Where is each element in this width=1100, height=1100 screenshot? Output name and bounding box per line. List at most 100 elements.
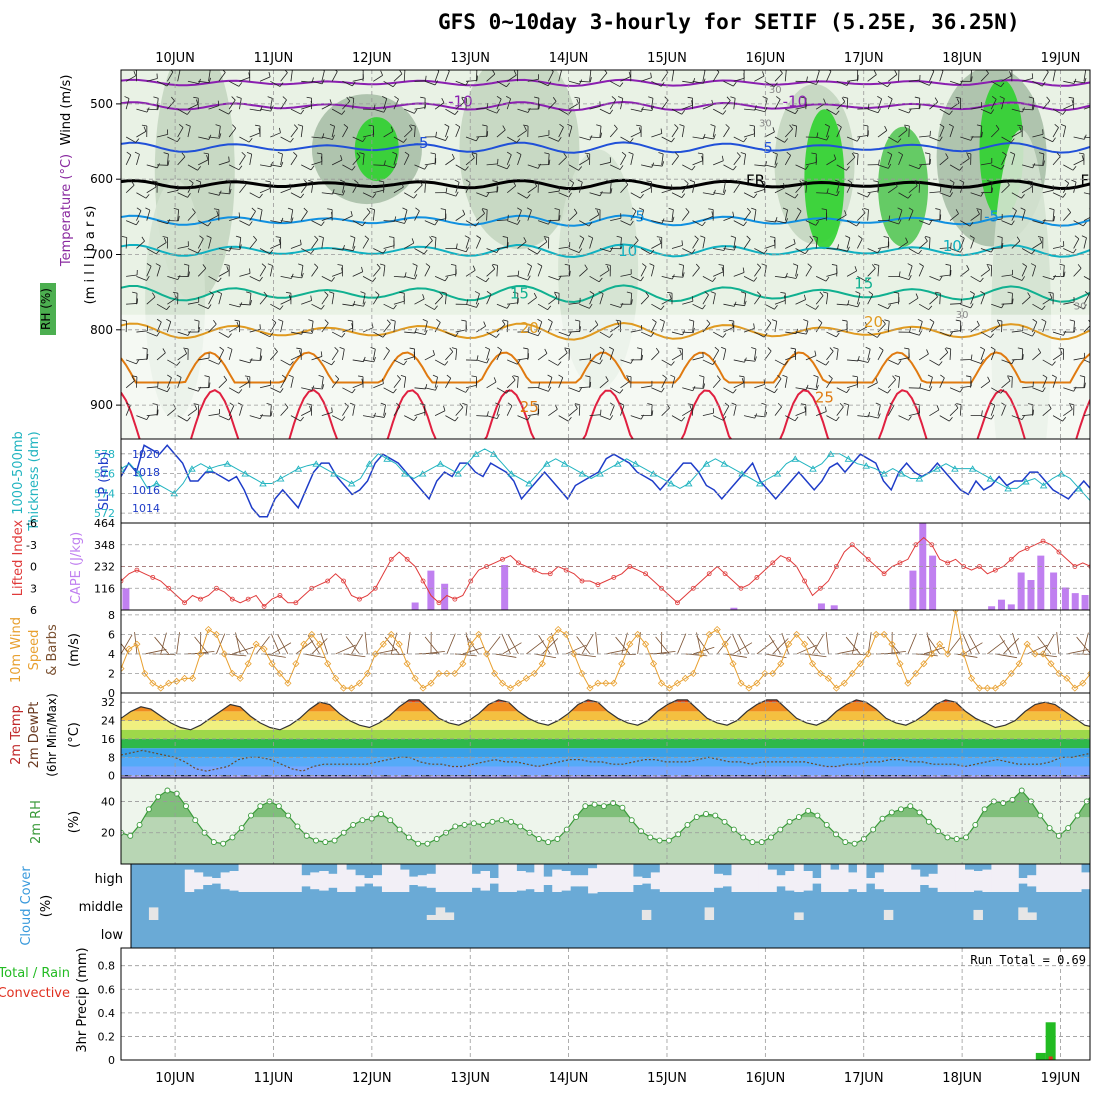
upper-wind-barb	[640, 209, 645, 221]
upper-wind-barb-flag	[892, 375, 896, 380]
rh-point	[665, 837, 672, 844]
upper-wind-barb-flag	[704, 291, 709, 296]
thickness-point	[294, 465, 303, 472]
upper-wind-barb-flag	[670, 361, 675, 366]
upper-wind-barb	[1001, 274, 1013, 277]
upper-wind-barb	[1083, 106, 1090, 110]
upper-wind-barb	[259, 266, 267, 277]
upper-wind-barb-flag	[454, 110, 459, 115]
upper-wind-barb	[218, 161, 230, 166]
upper-wind-barb-flag	[1083, 304, 1087, 309]
wind-barb-10m	[1037, 636, 1052, 655]
upper-wind-barb	[434, 70, 440, 82]
cloud-high-gap	[1018, 878, 1028, 884]
upper-wind-barb	[743, 211, 751, 221]
upper-wind-barb-flag	[403, 360, 408, 366]
upper-wind-barb	[609, 99, 617, 110]
thickness-point	[1004, 485, 1012, 492]
rh-point	[805, 807, 812, 814]
temp-tick-24: 24	[101, 715, 115, 728]
upper-wind-barb-flag	[259, 276, 263, 282]
upper-wind-barb	[877, 404, 881, 416]
upper-wind-barb-flag	[894, 70, 898, 75]
upper-wind-barb-flag	[692, 78, 696, 84]
upper-wind-barb	[733, 237, 736, 249]
upper-wind-barb	[857, 192, 868, 198]
upper-wind-barb-flag	[877, 248, 881, 254]
upper-wind-barb	[980, 248, 992, 253]
upper-wind-barb-flag	[1017, 124, 1023, 127]
wind-speed-point	[252, 640, 260, 648]
upper-wind-barb	[661, 136, 672, 143]
upper-wind-barb-flag	[373, 412, 376, 418]
upper-wind-barb-flag	[918, 164, 923, 170]
upper-wind-barb	[1042, 297, 1053, 305]
upper-wind-barb-flag	[246, 377, 250, 383]
upper-wind-barb	[836, 406, 844, 416]
upper-wind-barb	[507, 220, 518, 225]
upper-wind-barb	[579, 268, 588, 277]
cloud-high-gap	[632, 876, 643, 885]
temp-label-2m-wrap: 2m Temp	[9, 705, 24, 765]
upper-wind-barb	[589, 324, 599, 333]
upper-wind-barb	[795, 184, 804, 194]
rh-point	[145, 806, 152, 813]
rh-point	[424, 840, 431, 847]
rh-point	[972, 821, 979, 828]
upper-wind-barb-flag	[677, 347, 683, 350]
upper-wind-barb-flag	[995, 124, 1000, 130]
upper-wind-barb-flag	[956, 403, 962, 406]
upper-wind-barb-flag	[815, 221, 820, 226]
upper-wind-barb-flag	[976, 320, 980, 326]
upper-wind-barb	[939, 274, 951, 277]
upper-wind-barb	[640, 331, 652, 337]
upper-wind-barb	[620, 273, 632, 277]
upper-wind-barb	[589, 192, 601, 197]
upper-wind-barb-flag	[914, 403, 920, 406]
upper-wind-barb-flag	[228, 415, 233, 421]
upper-wind-barb	[651, 80, 662, 87]
upper-wind-barb	[434, 322, 441, 333]
wind-barb-10m	[677, 633, 687, 655]
upper-wind-barb-flag	[363, 301, 366, 307]
wind-barb-10m	[121, 642, 130, 655]
upper-wind-barb-flag	[944, 348, 949, 353]
upper-wind-barb-flag	[246, 151, 252, 155]
upper-wind-barb-flag	[167, 219, 171, 224]
upper-wind-barb	[301, 105, 312, 110]
upper-wind-barb	[290, 275, 302, 279]
upper-wind-barb-flag	[740, 152, 746, 155]
upper-wind-barb	[836, 348, 839, 360]
upper-wind-barb-flag	[611, 96, 616, 100]
upper-wind-barb	[372, 209, 375, 221]
upper-wind-barb	[733, 77, 745, 82]
upper-wind-barb	[774, 300, 786, 305]
thickness-tick-578: 578	[94, 448, 115, 461]
upper-wind-barb	[548, 408, 558, 416]
upper-wind-barb	[445, 126, 450, 138]
upper-wind-barb	[146, 108, 158, 111]
upper-wind-barb	[630, 329, 642, 333]
upper-wind-barb-flag	[142, 347, 148, 350]
upper-wind-barb-flag	[493, 377, 497, 383]
upper-wind-barb	[671, 209, 674, 221]
upper-wind-barb	[702, 70, 706, 82]
upper-wind-barb	[836, 80, 848, 86]
upper-wind-barb	[1011, 275, 1023, 281]
upper-wind-barb	[949, 126, 954, 138]
upper-wind-barb	[939, 126, 945, 138]
upper-wind-barb-flag	[507, 402, 513, 407]
upper-wind-barb-flag	[516, 151, 522, 155]
upper-wind-barb	[455, 387, 466, 393]
lifted-index-point	[182, 600, 187, 606]
upper-wind-barb	[898, 210, 903, 221]
upper-wind-barb	[826, 273, 838, 277]
upper-wind-barb-flag	[640, 276, 644, 282]
upper-wind-barb	[434, 136, 446, 141]
upper-wind-barb	[362, 359, 374, 363]
upper-wind-barb	[1073, 220, 1084, 227]
upper-wind-barb-flag	[441, 291, 447, 294]
rh-point	[378, 811, 384, 817]
wind-barb-10m	[637, 632, 642, 654]
